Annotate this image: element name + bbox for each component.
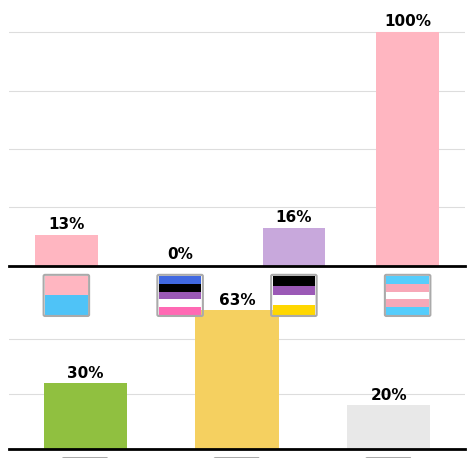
Text: 30%: 30% <box>67 365 104 381</box>
Text: 13%: 13% <box>48 217 84 232</box>
Bar <box>35 235 98 266</box>
Bar <box>376 33 439 266</box>
Text: 0%: 0% <box>167 247 193 262</box>
Bar <box>263 229 325 266</box>
Bar <box>347 405 430 449</box>
Bar <box>44 383 127 449</box>
Text: 16%: 16% <box>275 210 312 225</box>
Text: 63%: 63% <box>219 293 255 308</box>
Text: 20%: 20% <box>370 387 407 403</box>
Bar <box>195 311 279 449</box>
Text: 100%: 100% <box>384 14 431 29</box>
